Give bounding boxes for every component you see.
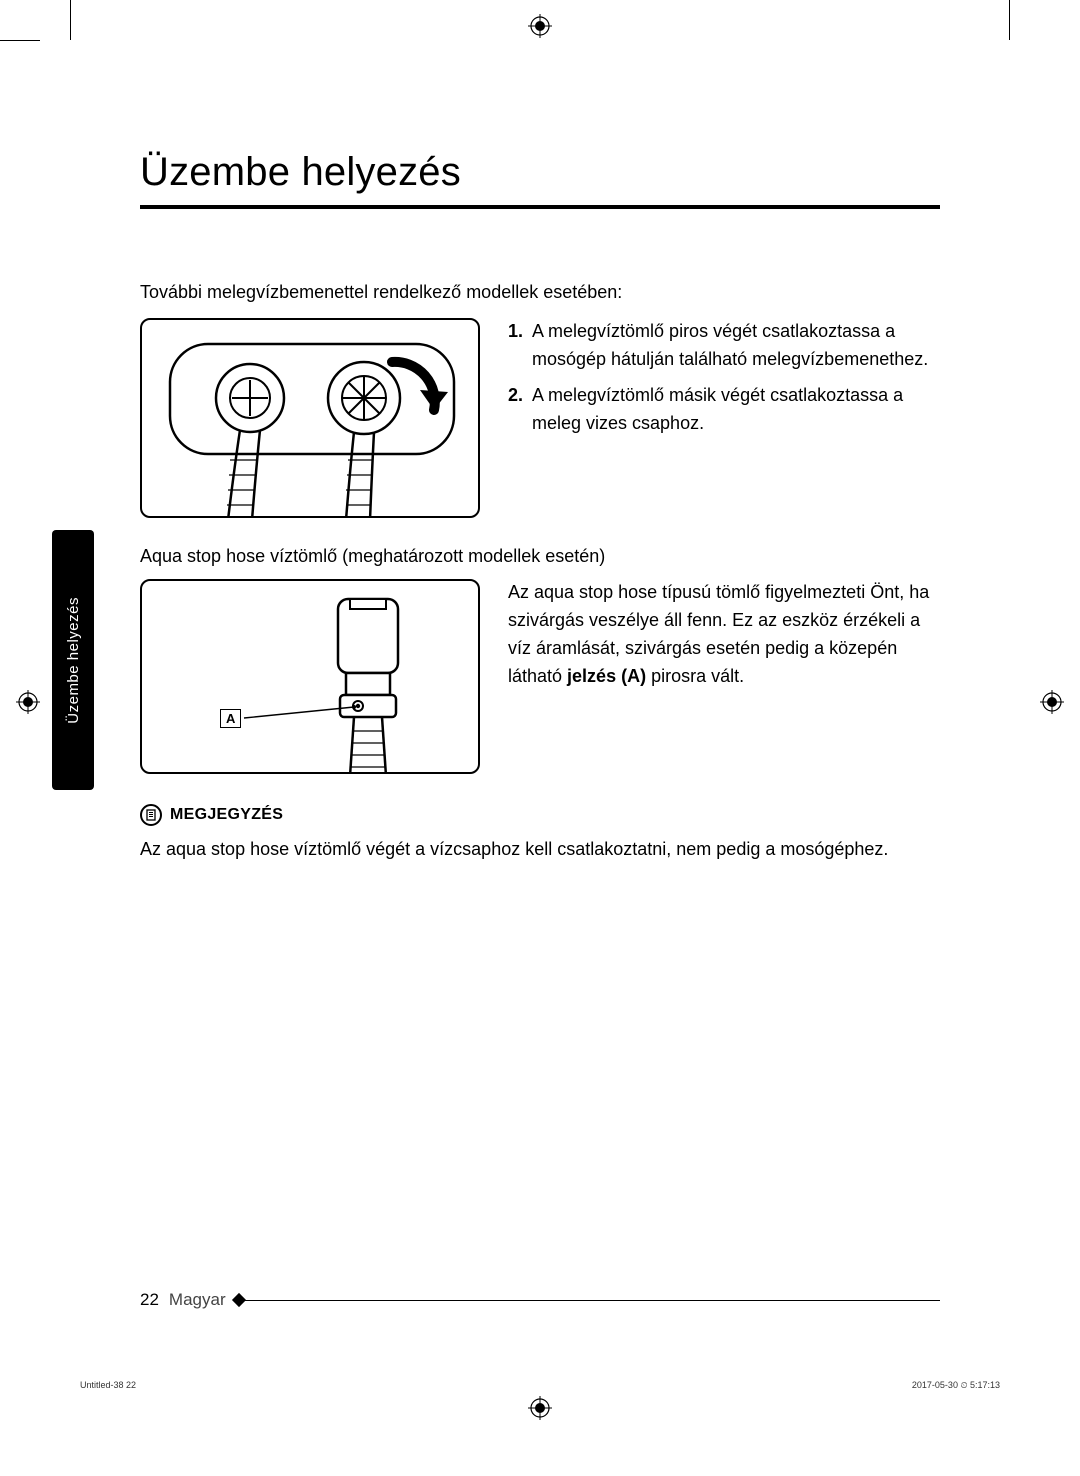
callout-label: A <box>220 709 241 728</box>
note-text: Az aqua stop hose víztömlő végét a vízcs… <box>140 836 940 863</box>
step-text: A melegvíztömlő másik végét csatlakoztas… <box>532 382 940 438</box>
step-text: A melegvíztömlő piros végét csatlakoztas… <box>532 318 940 374</box>
note-label: MEGJEGYZÉS <box>170 806 283 824</box>
figure-1 <box>140 318 480 518</box>
note-icon <box>140 804 162 826</box>
para-text-bold: jelzés (A) <box>567 666 646 686</box>
footer-rule <box>240 1300 940 1301</box>
registration-mark-icon <box>528 14 552 38</box>
callout-a: A <box>220 711 241 726</box>
figure-1-box <box>140 318 480 518</box>
footer: 22 Magyar <box>140 1290 940 1310</box>
crop-mark <box>1009 0 1010 40</box>
content-area: Üzembe helyezés További melegvízbemenett… <box>140 150 940 863</box>
figure-2-box: A <box>140 579 480 774</box>
section2-row: A Az aqua stop hose típusú tömlő figyelm… <box>140 579 940 774</box>
para-text-post: pirosra vált. <box>646 666 744 686</box>
print-meta-right: 2017-05-30 ⏲ 5:17:13 <box>912 1380 1000 1391</box>
side-tab: Üzembe helyezés <box>52 530 94 790</box>
step-item: 1. A melegvíztömlő piros végét csatlakoz… <box>508 318 940 374</box>
print-meta-left: Untitled-38 22 <box>80 1380 136 1390</box>
figure-2: A <box>140 579 480 774</box>
step-item: 2. A melegvíztömlő másik végét csatlakoz… <box>508 382 940 438</box>
note-header: MEGJEGYZÉS <box>140 804 940 826</box>
page-language: Magyar <box>169 1290 226 1310</box>
registration-mark-icon <box>1040 690 1064 714</box>
page-title: Üzembe helyezés <box>140 150 940 195</box>
aqua-stop-hose-illustration <box>142 581 480 774</box>
step-number: 2. <box>508 382 532 438</box>
crop-mark <box>70 0 71 40</box>
section2-heading: Aqua stop hose víztömlő (meghatározott m… <box>140 546 940 567</box>
footer-diamond-icon <box>232 1293 246 1307</box>
hose-connection-illustration <box>142 320 480 518</box>
section1-intro: További melegvízbemenettel rendelkező mo… <box>140 279 940 306</box>
step-number: 1. <box>508 318 532 374</box>
page: Üzembe helyezés Üzembe helyezés További … <box>0 0 1080 1476</box>
page-number: 22 <box>140 1290 159 1310</box>
section1-steps: 1. A melegvíztömlő piros végét csatlakoz… <box>508 318 940 518</box>
title-rule <box>140 205 940 209</box>
registration-mark-icon <box>16 690 40 714</box>
registration-mark-icon <box>528 1396 552 1420</box>
side-tab-label: Üzembe helyezés <box>65 597 82 724</box>
section2-paragraph: Az aqua stop hose típusú tömlő figyelmez… <box>508 579 940 774</box>
section1-row: 1. A melegvíztömlő piros végét csatlakoz… <box>140 318 940 518</box>
crop-mark <box>0 40 40 41</box>
